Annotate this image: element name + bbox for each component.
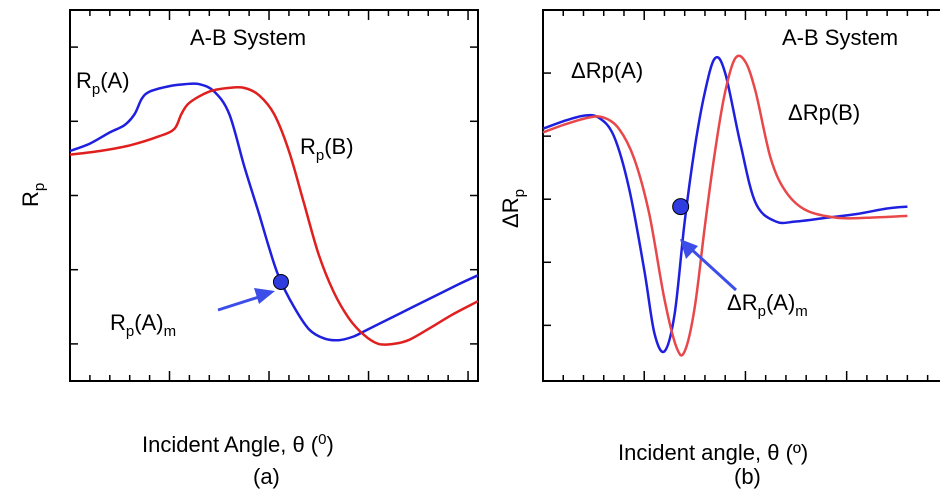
panel-a-marker-rpam <box>272 273 289 290</box>
panel-a-label-rpb: Rp(B) <box>300 134 354 164</box>
panel-a-arrow <box>217 288 275 312</box>
panel-a-ticks <box>70 10 478 381</box>
panel-b-frame <box>542 9 940 382</box>
panel-b-ylabel: ΔRp <box>498 189 528 228</box>
panel-b-arrow <box>680 239 738 292</box>
panel-b-xlabel: Incident angle, θ (º) <box>618 440 808 465</box>
panel-a-ylabel: Rp <box>18 183 48 207</box>
panel-b-label-drpam: ΔRp(A)m <box>727 290 808 320</box>
panel-b-panel-label: (b) <box>734 464 761 489</box>
series-line <box>69 82 479 342</box>
panel-b-marker-drpam <box>672 198 690 216</box>
panel-b-ticks <box>543 10 929 381</box>
panel-a-annotation-title: A-B System <box>190 25 306 50</box>
series-line <box>542 54 908 357</box>
panel-b-label-drpa: ΔRp(A) <box>571 58 643 83</box>
panel-a-panel-label: (a) <box>253 464 280 489</box>
panel-a: A-B System Rp(A) Rp(B) Rp(A)m Incident A… <box>18 9 479 489</box>
panel-b-label-drpb: ΔRp(B) <box>788 100 860 125</box>
panel-a-label-rpa: Rp(A) <box>76 68 130 98</box>
panel-b-annotation-title: A-B System <box>782 25 898 50</box>
series-line <box>542 55 908 354</box>
series-line <box>69 85 479 346</box>
panel-b-curves <box>542 54 908 357</box>
panel-a-curves <box>69 82 479 346</box>
panel-a-xlabel: Incident Angle, θ (0) <box>142 431 334 457</box>
panel-a-label-rpam: Rp(A)m <box>110 310 176 340</box>
panel-b: A-B System ΔRp(A) ΔRp(B) ΔRp(A)m Inciden… <box>498 9 940 489</box>
